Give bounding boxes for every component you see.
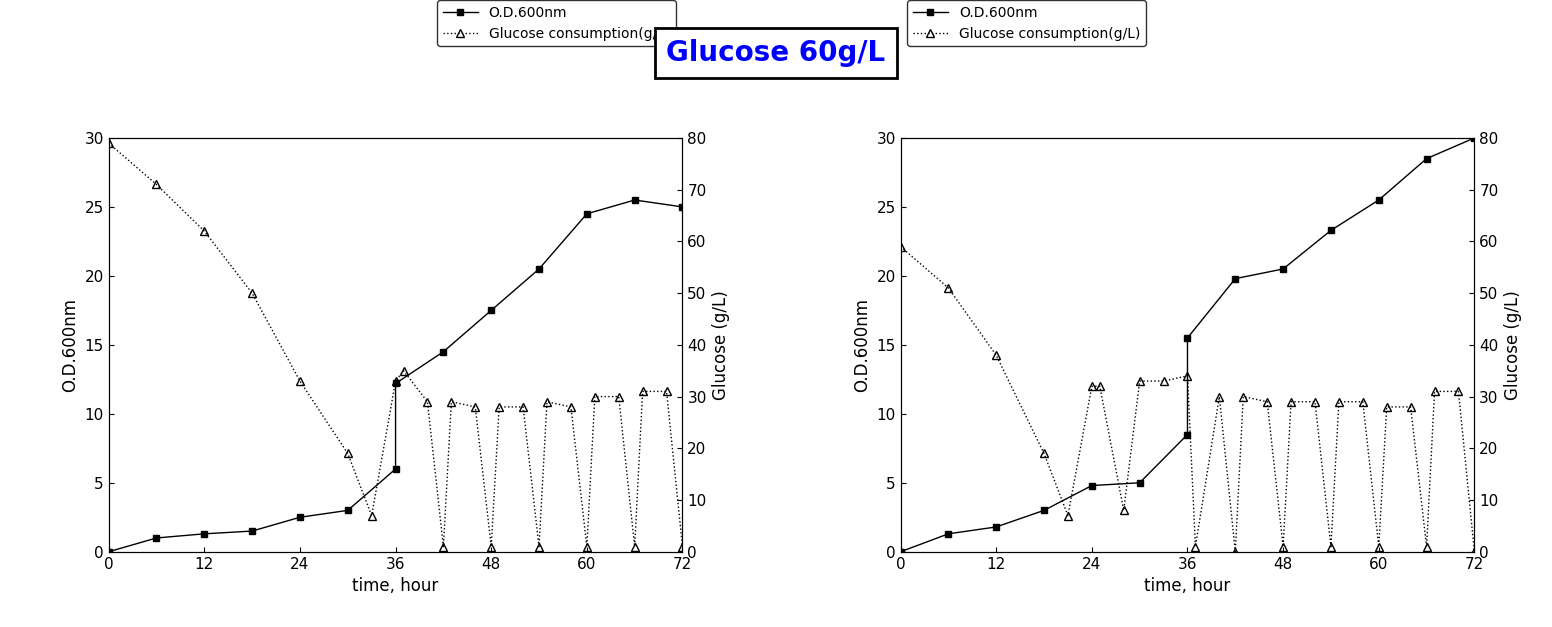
Legend: O.D.600nm, Glucose consumption(g/L): O.D.600nm, Glucose consumption(g/L) <box>438 0 675 46</box>
Y-axis label: O.D.600nm: O.D.600nm <box>852 298 871 392</box>
Text: Glucose 60g/L: Glucose 60g/L <box>666 40 886 67</box>
X-axis label: time, hour: time, hour <box>352 577 439 595</box>
Y-axis label: Glucose (g/L): Glucose (g/L) <box>712 290 731 400</box>
Legend: O.D.600nm, Glucose consumption(g/L): O.D.600nm, Glucose consumption(g/L) <box>908 0 1145 46</box>
Y-axis label: O.D.600nm: O.D.600nm <box>61 298 79 392</box>
Y-axis label: Glucose (g/L): Glucose (g/L) <box>1504 290 1523 400</box>
X-axis label: time, hour: time, hour <box>1144 577 1231 595</box>
